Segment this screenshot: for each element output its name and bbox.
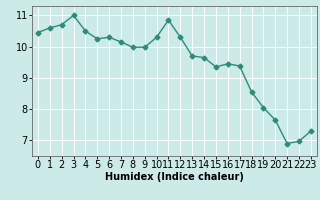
X-axis label: Humidex (Indice chaleur): Humidex (Indice chaleur) bbox=[105, 172, 244, 182]
